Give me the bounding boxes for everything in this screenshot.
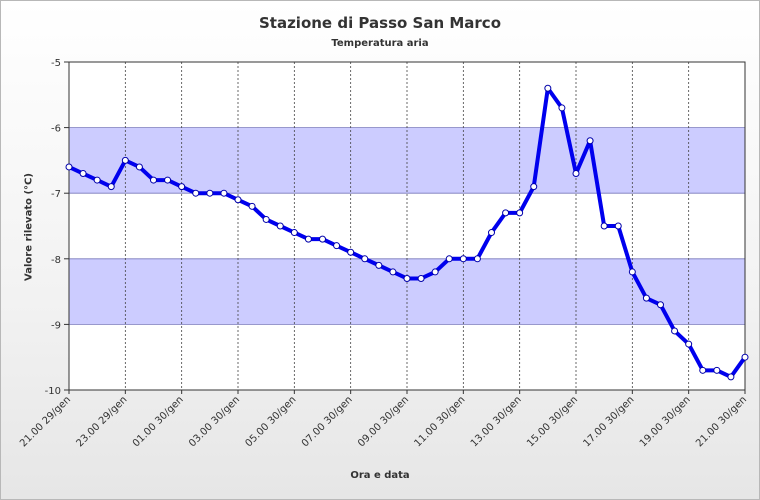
data-point	[502, 209, 510, 217]
y-tick-label: -9	[51, 320, 61, 331]
data-point	[79, 170, 87, 178]
data-point	[248, 202, 256, 210]
data-point	[93, 176, 101, 184]
data-point	[234, 196, 242, 204]
data-point	[164, 176, 172, 184]
x-tick-label: 21.00 29/gen	[18, 394, 73, 449]
chart-subtitle: Temperatura aria	[331, 38, 429, 49]
y-tick-label: -10	[45, 386, 61, 397]
data-point	[375, 261, 383, 269]
x-tick-label: 11.00 30/gen	[412, 394, 467, 449]
data-point	[304, 235, 312, 243]
data-point	[572, 170, 580, 178]
data-point	[65, 163, 73, 171]
data-point	[657, 301, 664, 309]
data-point	[333, 242, 341, 250]
data-point	[473, 255, 481, 263]
data-point	[107, 183, 115, 191]
data-point	[488, 229, 495, 237]
data-point	[727, 373, 735, 381]
data-point	[516, 209, 524, 217]
x-tick-label: 17.00 30/gen	[581, 394, 636, 449]
x-tick-label: 15.00 30/gen	[525, 394, 580, 449]
x-tick-label: 07.00 30/gen	[300, 394, 355, 449]
y-tick-label: -5	[51, 58, 61, 69]
data-point	[628, 268, 636, 276]
data-point	[276, 222, 284, 230]
x-tick-label: 09.00 30/gen	[356, 394, 411, 449]
data-point	[671, 327, 679, 335]
data-point	[713, 366, 721, 374]
data-point	[121, 156, 129, 164]
x-tick-label: 01.00 30/gen	[131, 394, 186, 449]
data-point	[642, 294, 650, 302]
data-point	[262, 215, 270, 223]
data-point	[347, 248, 355, 256]
data-point	[741, 353, 749, 361]
x-tick-label: 19.00 30/gen	[638, 394, 693, 449]
data-point	[389, 268, 397, 276]
data-point	[685, 340, 693, 348]
data-point	[586, 137, 594, 145]
x-tick-label: 13.00 30/gen	[469, 394, 524, 449]
data-point	[192, 189, 200, 197]
data-point	[530, 183, 538, 191]
data-point	[459, 255, 467, 263]
data-point	[290, 229, 298, 237]
data-point	[150, 176, 157, 184]
x-tick-label: 21.00 30/gen	[694, 394, 749, 449]
data-point	[206, 189, 214, 197]
x-tick-label: 23.00 29/gen	[74, 394, 129, 449]
data-point	[699, 366, 707, 374]
data-point	[178, 183, 186, 191]
data-point	[600, 222, 608, 230]
data-point	[445, 255, 453, 263]
data-point	[431, 268, 439, 276]
x-tick-label: 05.00 30/gen	[243, 394, 298, 449]
data-point	[544, 84, 552, 92]
data-point	[361, 255, 369, 263]
x-tick-label: 03.00 30/gen	[187, 394, 242, 449]
data-point	[558, 104, 566, 112]
x-axis-label: Ora e data	[350, 470, 410, 481]
data-point	[614, 222, 622, 230]
y-tick-label: -7	[51, 189, 61, 200]
data-point	[135, 163, 143, 171]
y-tick-label: -6	[51, 124, 61, 135]
chart-title: Stazione di Passo San Marco	[258, 14, 501, 32]
data-point	[319, 235, 326, 243]
data-point	[403, 274, 411, 282]
data-point	[220, 189, 228, 197]
data-point	[417, 274, 425, 282]
y-tick-label: -8	[51, 255, 61, 266]
